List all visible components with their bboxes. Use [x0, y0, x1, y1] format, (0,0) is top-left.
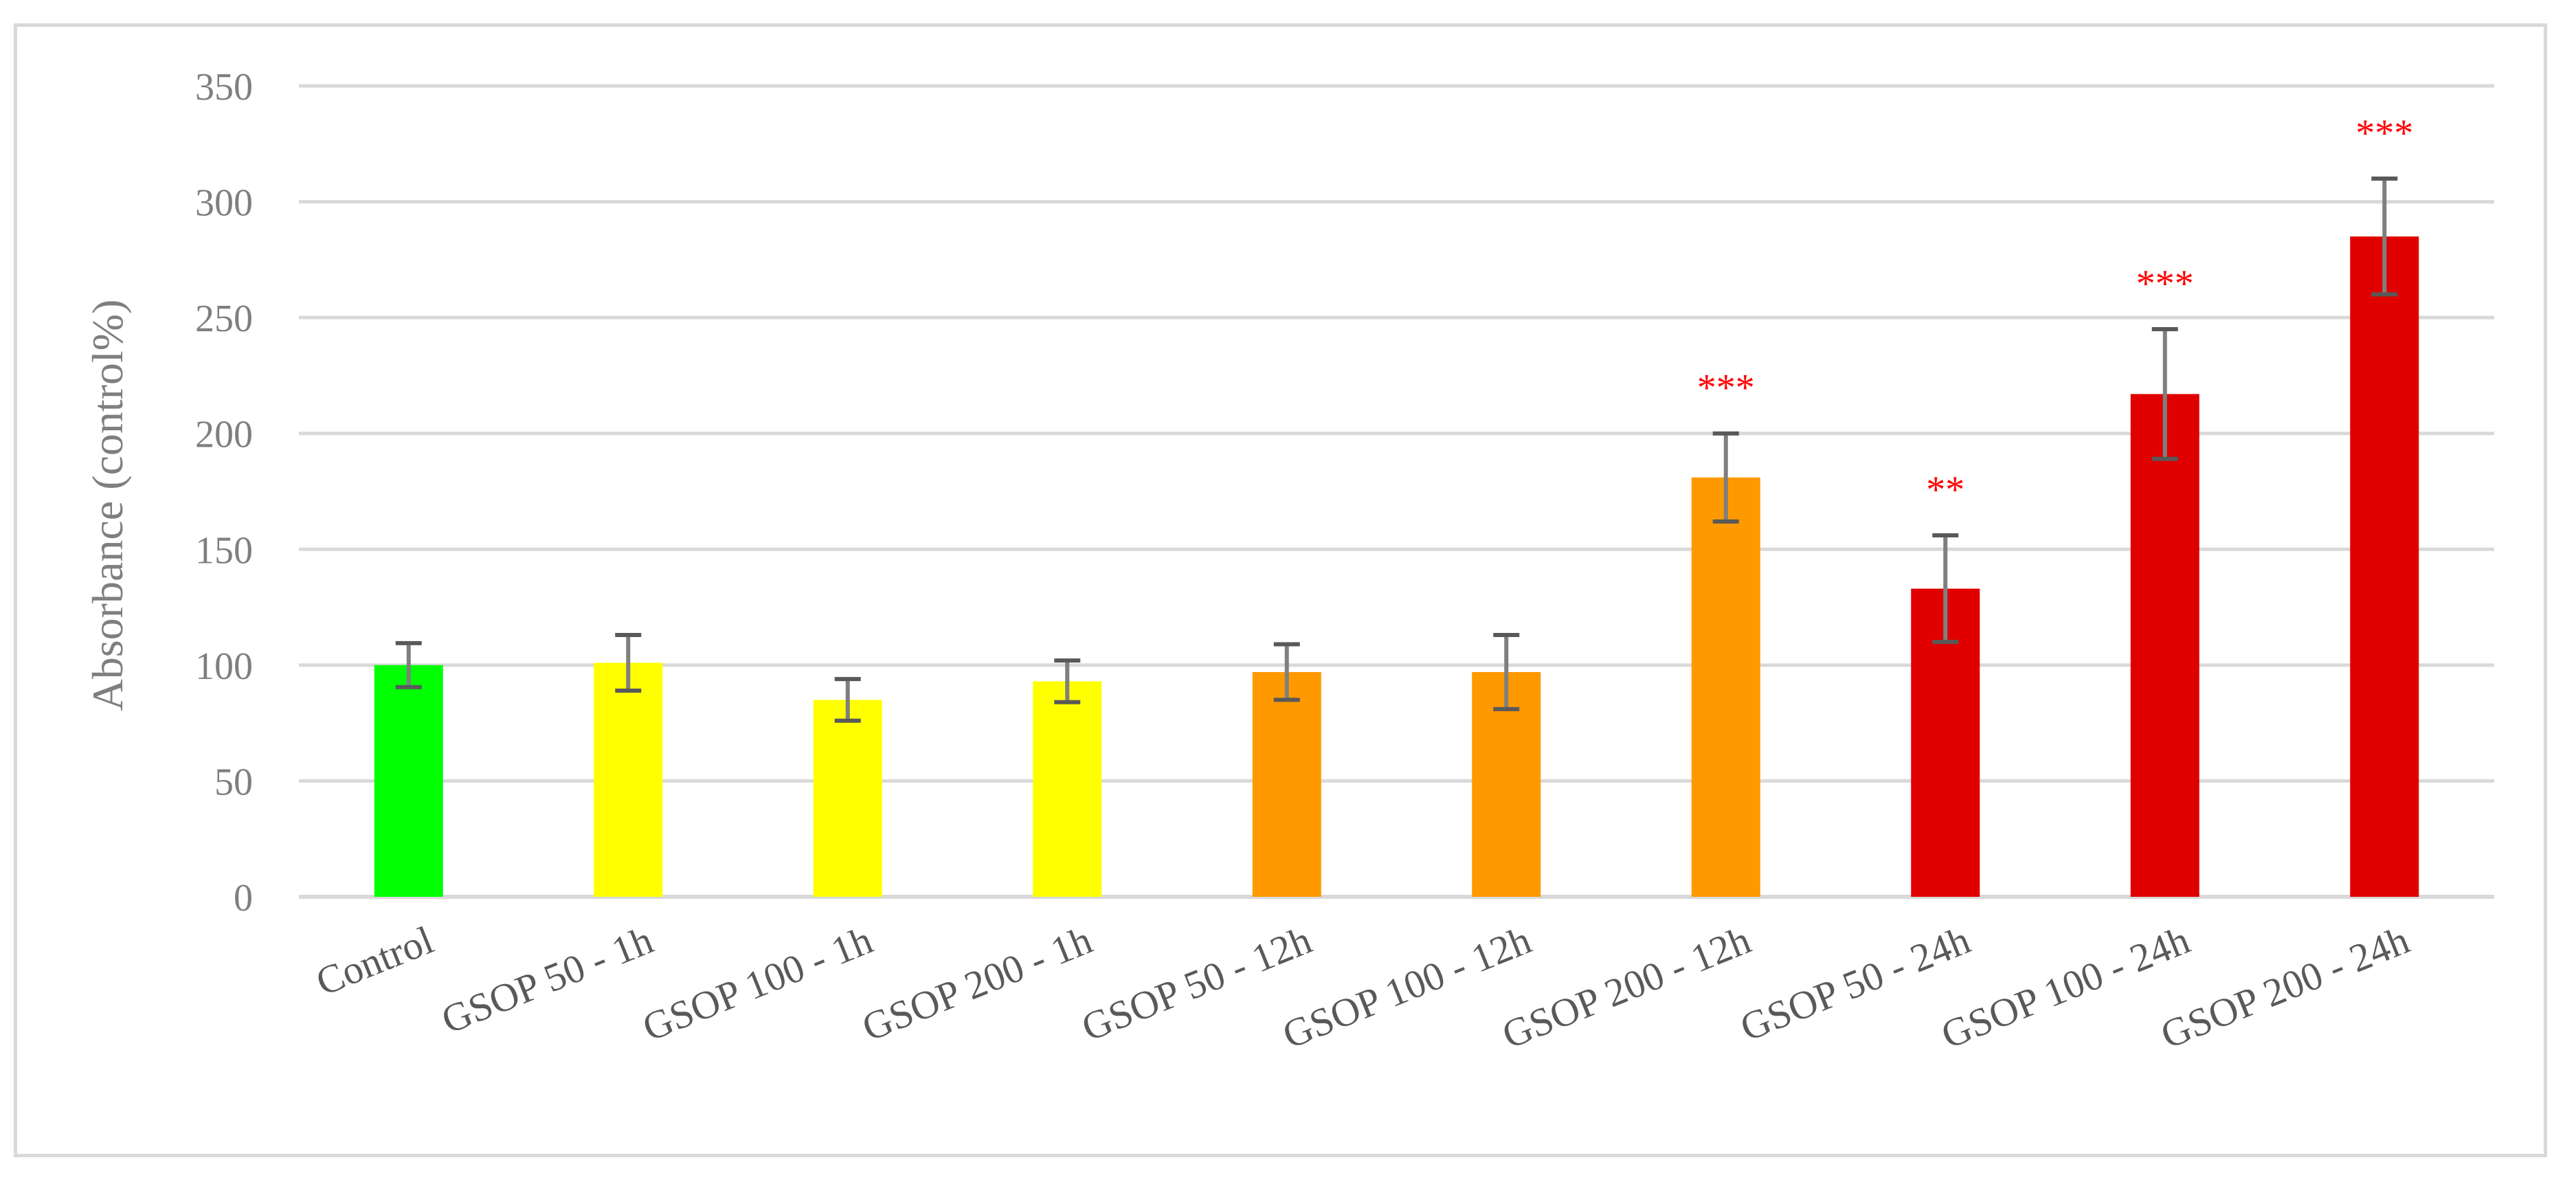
- bar: [594, 662, 663, 897]
- category-label: GSOP 200 - 1h: [856, 917, 1099, 1050]
- category-label: GSOP 50 - 1h: [435, 917, 659, 1042]
- category-label: GSOP 50 - 24h: [1734, 917, 1977, 1050]
- category-label: GSOP 200 - 24h: [2155, 917, 2415, 1058]
- error-bar: [2371, 176, 2398, 297]
- y-tick-label: 250: [195, 298, 253, 340]
- significance-label: ***: [1697, 367, 1755, 410]
- significance-label: ***: [2136, 263, 2194, 305]
- category-label: GSOP 200 - 12h: [1496, 917, 1756, 1058]
- bar: [1691, 477, 1760, 897]
- bars: [374, 236, 2419, 897]
- error-bar: [1712, 431, 1739, 524]
- error-bar: [615, 633, 642, 693]
- chart-frame: [14, 23, 2547, 1157]
- y-tick-label: 300: [195, 182, 253, 225]
- category-label: GSOP 100 - 24h: [1935, 917, 2195, 1058]
- bar: [2130, 394, 2199, 897]
- bar: [1252, 671, 1321, 897]
- error-bar: [1054, 658, 1081, 704]
- error-bar: [1932, 533, 1959, 645]
- significance-label: ***: [2355, 112, 2413, 155]
- significance-label: **: [1926, 469, 1964, 511]
- category-label: GSOP 50 - 12h: [1075, 917, 1318, 1050]
- error-bar: [395, 640, 422, 689]
- y-tick-label: 0: [234, 877, 253, 919]
- y-tick-label: 50: [214, 761, 253, 803]
- error-bar: [834, 677, 861, 723]
- bar: [374, 665, 443, 897]
- y-tick-label: 200: [195, 414, 253, 456]
- category-label: Control: [310, 917, 440, 1005]
- significance-labels: ***********: [1697, 112, 2414, 511]
- error-bar: [1273, 642, 1300, 702]
- error-bar: [2151, 327, 2178, 461]
- y-tick-label: 150: [195, 529, 253, 572]
- y-tick-labels: 0 50 100 150 200 250 300 350: [195, 66, 253, 919]
- error-bars: [395, 176, 2398, 723]
- y-axis-label: Absorbance (control%): [83, 300, 132, 711]
- category-label: GSOP 100 - 12h: [1277, 917, 1537, 1058]
- gridlines: [299, 84, 2494, 899]
- error-bar: [1493, 633, 1520, 711]
- bar: [2350, 236, 2419, 897]
- bar: [813, 700, 882, 897]
- bar: [1033, 681, 1102, 897]
- category-label: GSOP 100 - 1h: [636, 917, 879, 1050]
- y-tick-label: 100: [195, 645, 253, 688]
- y-tick-label: 350: [195, 66, 253, 109]
